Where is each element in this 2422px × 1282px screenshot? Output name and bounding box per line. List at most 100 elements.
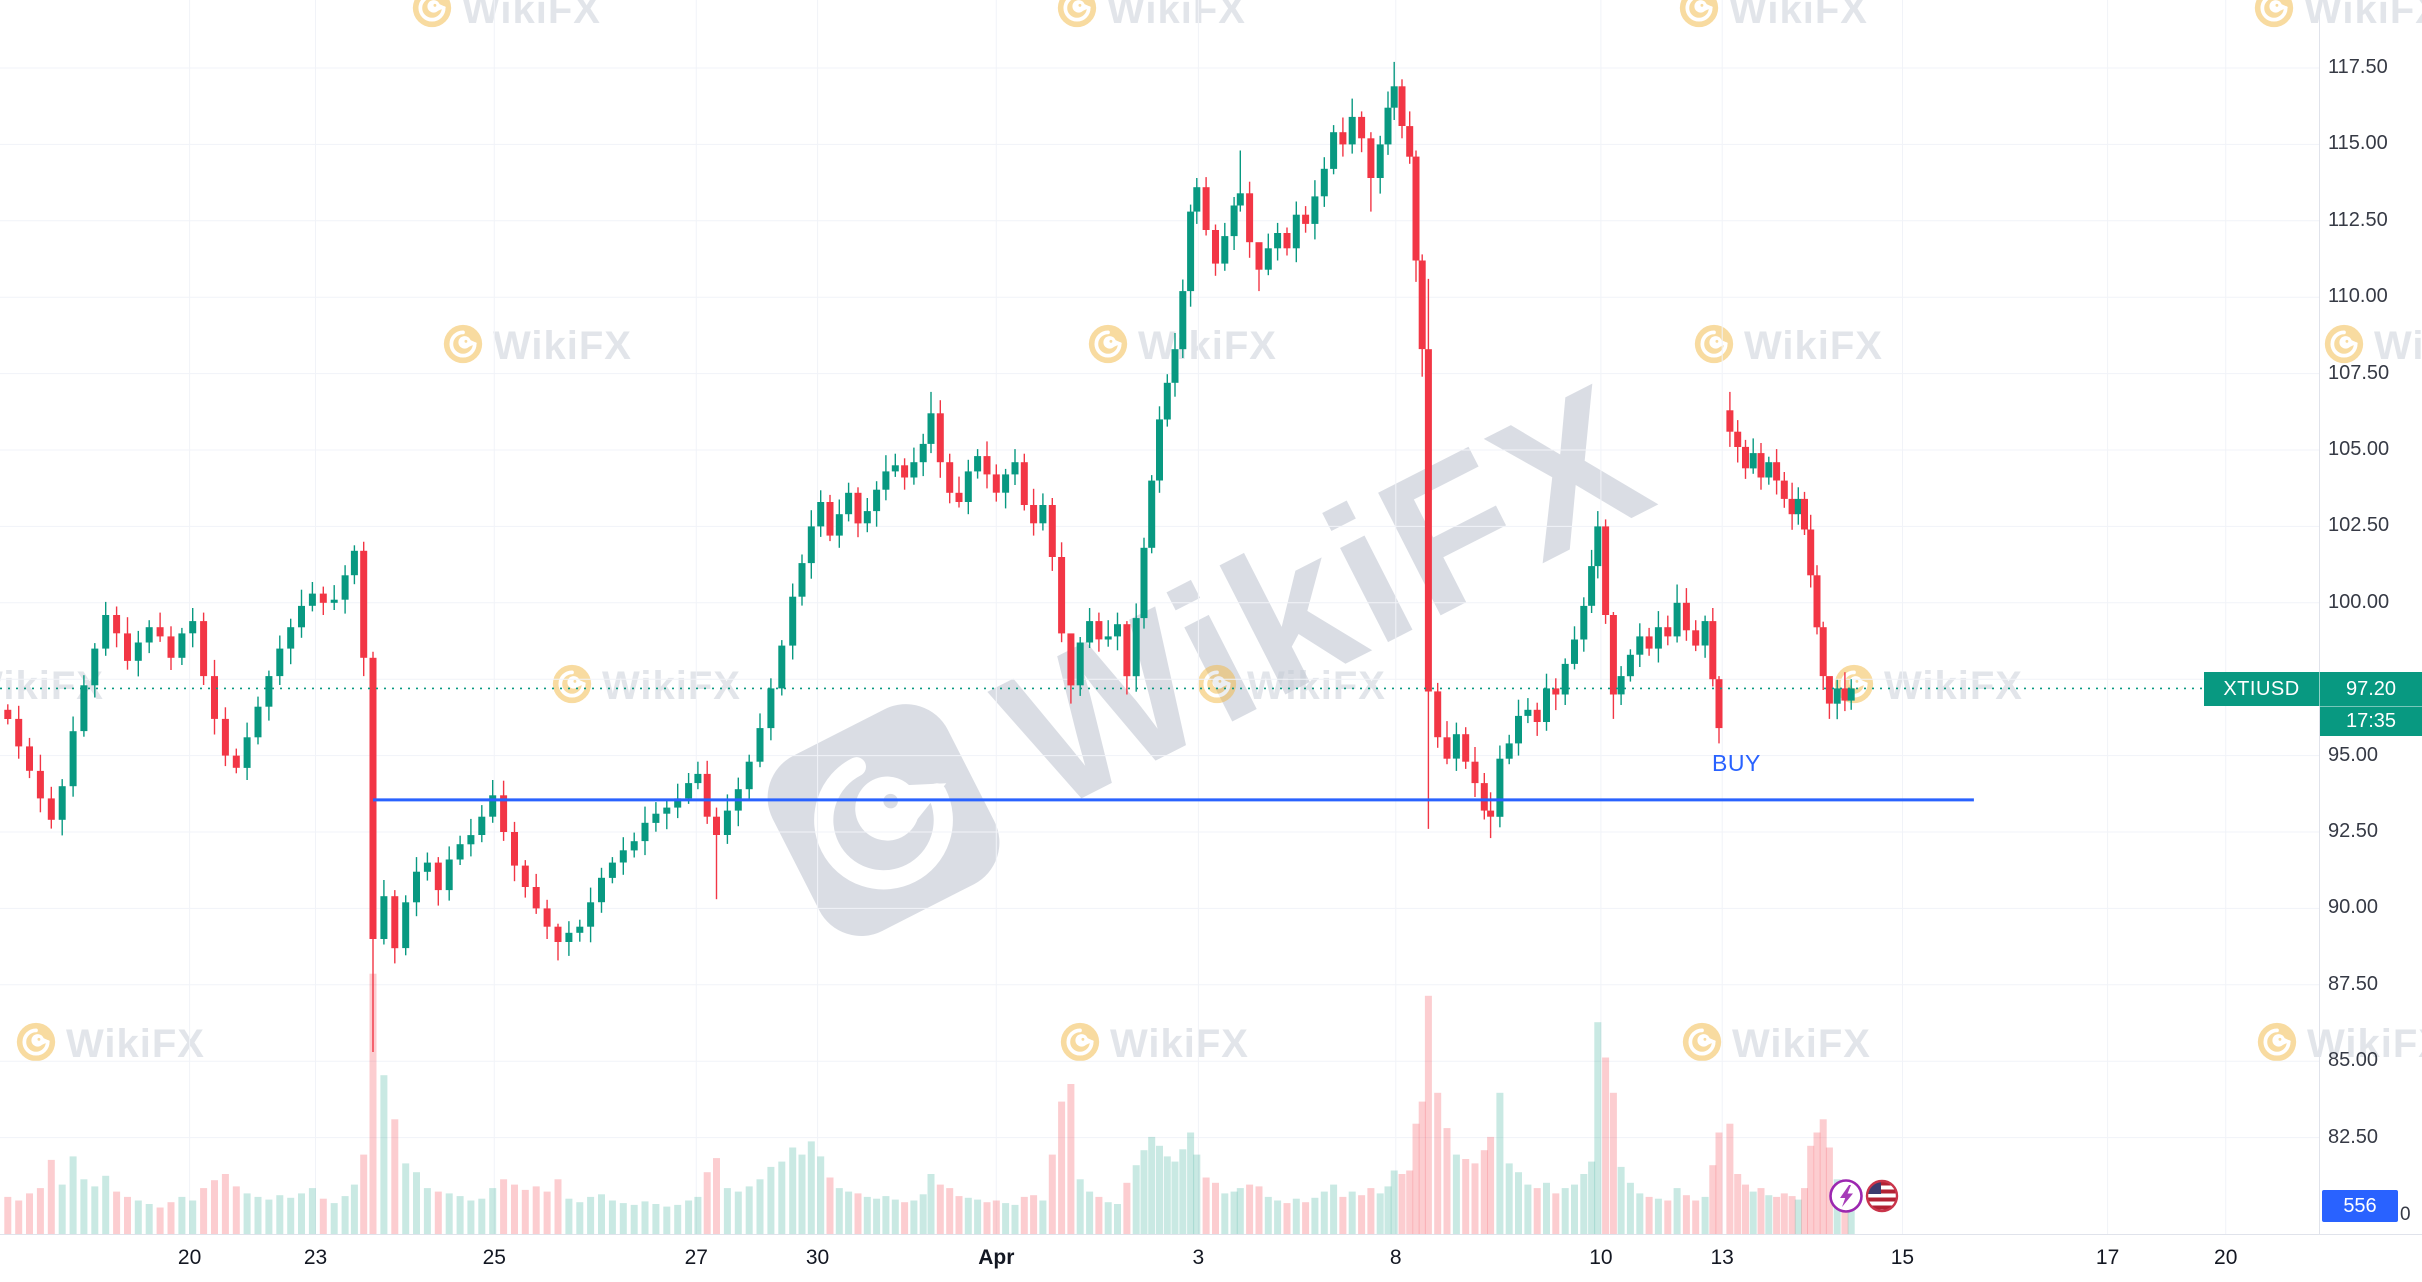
candle	[360, 541, 368, 677]
bar-countdown-label: 17:35	[2320, 706, 2422, 736]
chart-plot-area[interactable]	[0, 0, 2319, 1234]
candle	[1264, 233, 1272, 276]
candle	[641, 806, 649, 856]
volume-bar	[413, 1172, 420, 1234]
volume-bar	[1179, 1149, 1187, 1234]
brand-watermark-text: WikiFX	[602, 664, 741, 708]
candle	[1086, 608, 1094, 648]
volume-bar	[1187, 1132, 1195, 1234]
volume-bar	[434, 1191, 442, 1234]
lightning-icon[interactable]	[1828, 1178, 1864, 1214]
volume-bar	[1011, 1204, 1019, 1234]
volume-bar	[1221, 1193, 1229, 1234]
candle	[1390, 61, 1398, 120]
volume-bar	[1734, 1174, 1742, 1234]
candle	[511, 821, 518, 882]
candle	[807, 510, 815, 579]
candle	[845, 482, 853, 522]
candle	[1609, 612, 1617, 719]
candle	[882, 455, 890, 501]
volume-zero-label: 0	[2400, 1204, 2411, 1225]
candle	[200, 612, 208, 685]
volume-bar	[26, 1193, 33, 1234]
brand-watermark-text: WikiFX	[462, 0, 601, 32]
volume-bar	[789, 1147, 797, 1234]
candle	[1594, 511, 1602, 579]
candle	[863, 498, 871, 533]
candle	[1406, 111, 1414, 164]
volume-bar	[798, 1154, 806, 1234]
volume-bar	[835, 1188, 843, 1234]
time-label: 8	[1389, 1246, 1402, 1269]
brand-logo-icon	[2254, 0, 2294, 33]
volume-bar	[308, 1188, 316, 1234]
candle	[341, 565, 349, 614]
grid-layer	[0, 0, 2319, 1234]
brand-logo-icon	[746, 682, 1024, 962]
candle	[1002, 468, 1010, 509]
volume-bar	[1626, 1182, 1634, 1234]
volume-bar	[778, 1161, 786, 1234]
price-label: 95.00	[2328, 743, 2379, 766]
volume-bar	[1813, 1132, 1821, 1234]
time-axis[interactable]: 20 23 25 27 30 Apr 3 8 10 13 15 17 20	[0, 1234, 2422, 1282]
price-label: 90.00	[2328, 896, 2379, 919]
volume-bar	[1264, 1196, 1272, 1234]
candle	[1030, 488, 1038, 536]
candle	[1212, 224, 1219, 276]
price-axis[interactable]: 117.50 115.00 112.50 110.00 107.50 105.00 102.…	[2319, 0, 2422, 1234]
volume-bar	[1533, 1188, 1541, 1234]
time-label: 20	[177, 1246, 202, 1269]
volume-bar	[1773, 1196, 1781, 1234]
candle	[587, 887, 595, 943]
volume-bar	[423, 1188, 431, 1234]
volume-bar	[1496, 1092, 1504, 1234]
candle	[1682, 588, 1690, 641]
candle	[1807, 514, 1815, 588]
volume-bar	[1418, 1101, 1426, 1234]
volume-bar	[826, 1177, 834, 1234]
candle	[1020, 453, 1028, 511]
volume-bar	[1367, 1188, 1375, 1234]
candle	[1348, 98, 1356, 154]
candle	[1692, 620, 1700, 652]
brand-watermark-small: WikiFX	[1834, 664, 2023, 709]
volume-bar	[1020, 1196, 1028, 1234]
volume-bar	[341, 1196, 349, 1234]
volume-bar	[756, 1179, 764, 1234]
volume-bar	[863, 1196, 871, 1234]
candle	[4, 704, 12, 725]
price-label: 100.00	[2328, 590, 2390, 613]
volume-bar	[1443, 1128, 1451, 1234]
volume-bar	[619, 1203, 627, 1234]
price-label: 105.00	[2328, 438, 2390, 460]
volume-bar	[1609, 1092, 1617, 1234]
volume-bar	[58, 1184, 66, 1234]
volume-bar	[1462, 1159, 1470, 1234]
candle	[1148, 475, 1156, 554]
candle	[1788, 482, 1796, 530]
candle	[1418, 254, 1426, 377]
time-label: 17	[2095, 1246, 2120, 1269]
volume-bar	[927, 1174, 935, 1234]
brand-logo-icon	[1682, 1022, 1722, 1067]
volume-bar	[974, 1199, 982, 1234]
volume-bar	[1330, 1184, 1338, 1234]
candle	[1813, 565, 1821, 635]
volume-bar	[1274, 1200, 1282, 1234]
volume-bar	[200, 1188, 208, 1234]
candle	[1424, 278, 1432, 829]
candle	[380, 880, 388, 945]
candle	[350, 545, 358, 585]
candle	[1533, 702, 1541, 736]
candle	[1819, 621, 1827, 690]
buy-line-label[interactable]: BUY	[1712, 750, 1761, 776]
candle	[1434, 682, 1442, 748]
candle	[434, 857, 442, 906]
candle	[276, 635, 284, 685]
volume-bar	[1002, 1203, 1010, 1234]
candle	[964, 459, 972, 515]
us-flag-icon[interactable]	[1864, 1178, 1900, 1214]
candle	[1580, 597, 1588, 652]
volume-bar	[734, 1191, 742, 1234]
